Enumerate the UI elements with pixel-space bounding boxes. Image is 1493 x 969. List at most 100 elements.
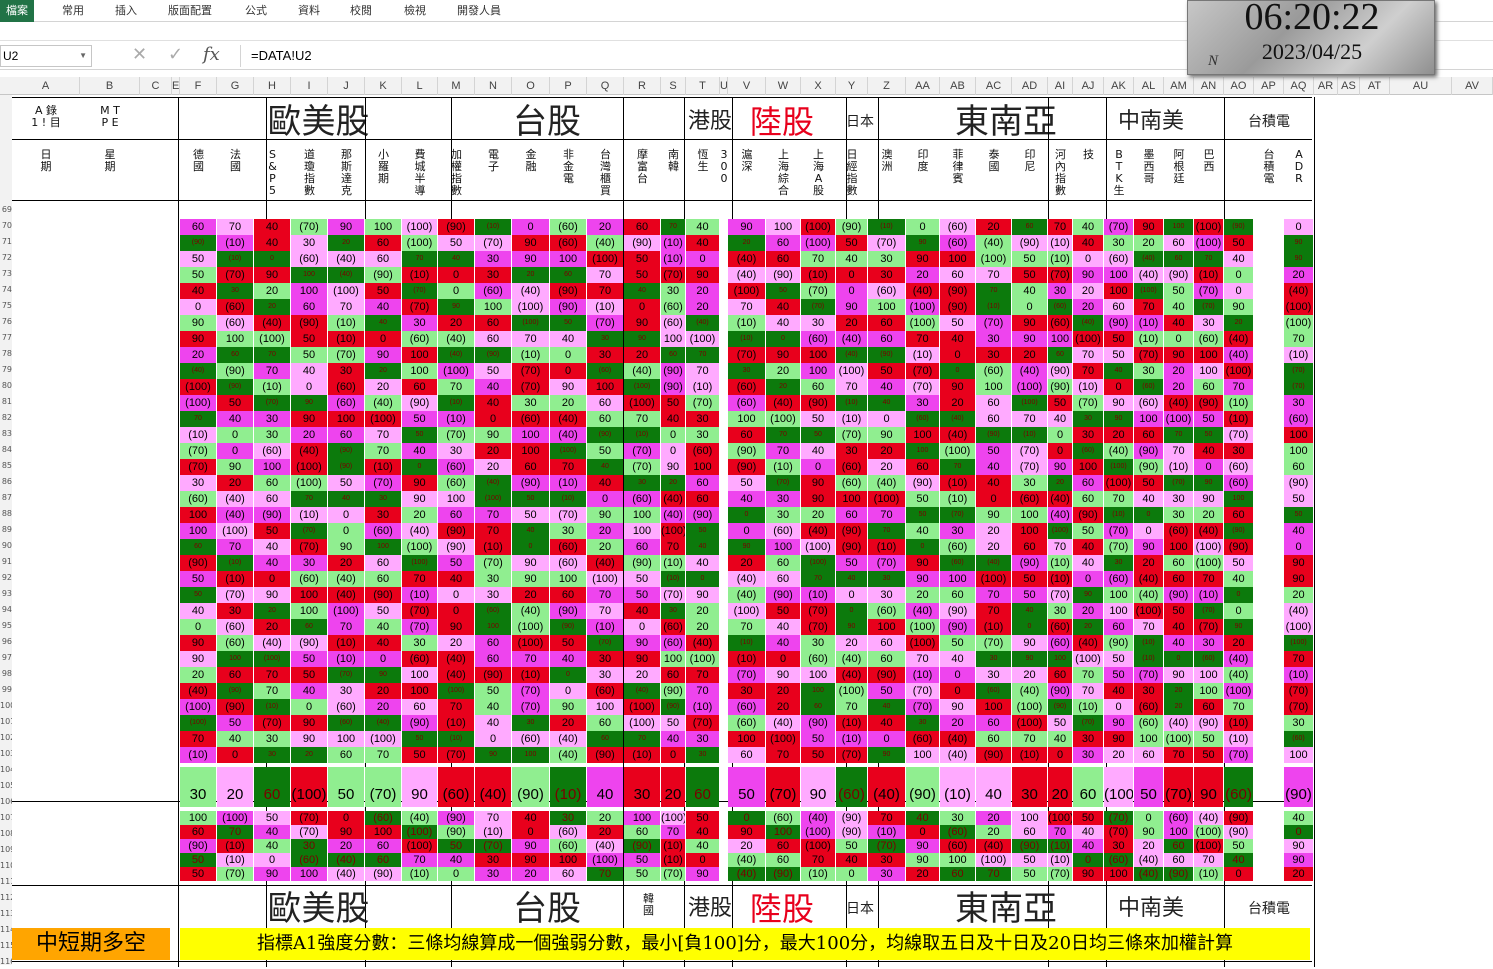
value-cell[interactable]: (10) (1012, 427, 1047, 443)
value-cell[interactable]: 100 (550, 251, 586, 267)
value-cell[interactable]: (60) (728, 715, 765, 731)
future-value-cell[interactable]: (10) (475, 825, 511, 839)
value-cell[interactable]: (90) (217, 379, 253, 395)
future-value-cell[interactable]: (100) (661, 811, 685, 825)
value-cell[interactable]: 90 (180, 635, 216, 651)
value-cell[interactable]: 90 (550, 379, 586, 395)
weekday-cell[interactable] (80, 283, 140, 299)
value-cell[interactable]: (10) (1194, 267, 1223, 283)
value-cell[interactable]: 70 (906, 651, 939, 667)
value-cell[interactable]: (40) (587, 555, 623, 571)
tab-file[interactable]: 檔案 (0, 0, 34, 22)
value-cell[interactable]: (40) (438, 651, 474, 667)
row-number[interactable]: 94 (1, 605, 12, 614)
value-cell[interactable]: 40 (254, 555, 290, 571)
index-cell[interactable] (140, 219, 170, 235)
value-cell[interactable]: 50 (1073, 523, 1103, 539)
value-cell[interactable]: 60 (365, 251, 401, 267)
future-value-cell[interactable]: 30 (550, 811, 586, 825)
future-value-cell[interactable]: 50 (624, 867, 660, 881)
value-cell[interactable]: (40) (766, 715, 800, 731)
value-cell[interactable]: (70) (868, 555, 905, 571)
value-cell[interactable]: (40) (836, 667, 867, 683)
value-cell[interactable]: (60) (1048, 635, 1072, 651)
value-cell[interactable]: 40 (587, 459, 623, 475)
future-value-cell[interactable]: 50 (1073, 811, 1103, 825)
today-weekday[interactable] (80, 767, 140, 807)
value-cell[interactable]: (90) (1194, 395, 1223, 411)
value-cell[interactable]: 30 (1134, 683, 1163, 699)
value-cell[interactable]: 40 (217, 731, 253, 747)
row-number[interactable]: 110 (0, 861, 12, 870)
value-cell[interactable]: (10) (1224, 395, 1253, 411)
value-cell[interactable]: (100) (1048, 523, 1072, 539)
value-cell[interactable]: (10) (365, 459, 401, 475)
value-cell[interactable]: 50 (180, 571, 216, 587)
value-cell[interactable]: 60 (550, 587, 586, 603)
value-cell[interactable]: 100 (1073, 459, 1103, 475)
value-cell[interactable]: (100) (1224, 363, 1253, 379)
value-cell[interactable]: (90) (365, 587, 401, 603)
value-cell[interactable]: 40 (365, 635, 401, 651)
value-cell[interactable]: 70 (906, 331, 939, 347)
future-value-cell[interactable]: (70) (661, 867, 685, 881)
value-cell[interactable]: 100 (940, 251, 975, 267)
value-cell[interactable]: 0 (728, 523, 765, 539)
value-cell[interactable]: 20 (766, 363, 800, 379)
weekday-cell[interactable] (80, 235, 140, 251)
value-cell[interactable]: 0 (180, 619, 216, 635)
value-cell[interactable]: (90) (550, 619, 586, 635)
value-cell[interactable]: (40) (217, 507, 253, 523)
value-cell[interactable]: 50 (475, 683, 511, 699)
value-cell[interactable]: 90 (1284, 555, 1313, 571)
future-value-cell[interactable]: (40) (328, 853, 364, 867)
value-cell[interactable]: 50 (836, 235, 867, 251)
col-header-J[interactable]: J (328, 77, 365, 95)
value-cell[interactable]: (90) (475, 667, 511, 683)
value-cell[interactable]: (70) (402, 619, 437, 635)
index-cell[interactable] (140, 635, 170, 651)
value-cell[interactable]: 70 (217, 539, 253, 555)
value-cell[interactable]: 60 (868, 331, 905, 347)
future-value-cell[interactable]: (70) (475, 839, 511, 853)
value-cell[interactable]: 60 (1104, 619, 1133, 635)
future-value-cell[interactable]: 40 (836, 853, 867, 867)
value-cell[interactable]: 0 (291, 379, 327, 395)
today-value-cell[interactable]: 40 (587, 767, 623, 807)
value-cell[interactable]: 50 (624, 267, 660, 283)
value-cell[interactable]: 0 (1048, 427, 1072, 443)
value-cell[interactable]: 30 (906, 715, 939, 731)
value-cell[interactable]: 100 (1104, 603, 1133, 619)
future-value-cell[interactable]: (100) (976, 853, 1011, 867)
value-cell[interactable]: 100 (180, 507, 216, 523)
value-cell[interactable]: 90 (402, 475, 437, 491)
weekday-cell[interactable] (80, 443, 140, 459)
value-cell[interactable]: 0 (254, 251, 290, 267)
col-header-N[interactable]: N (475, 77, 512, 95)
col-header-O[interactable]: O (512, 77, 550, 95)
value-cell[interactable]: (60) (1073, 443, 1103, 459)
value-cell[interactable]: 90 (624, 635, 660, 651)
future-value-cell[interactable]: (10) (217, 839, 253, 853)
value-cell[interactable]: 0 (550, 363, 586, 379)
value-cell[interactable]: 90 (254, 267, 290, 283)
value-cell[interactable]: (40) (365, 395, 401, 411)
value-cell[interactable]: 30 (906, 395, 939, 411)
value-cell[interactable]: 30 (1194, 315, 1223, 331)
future-value-cell[interactable]: 40 (906, 811, 939, 825)
row-number[interactable]: 101 (0, 717, 12, 726)
value-cell[interactable]: (90) (624, 235, 660, 251)
value-cell[interactable]: 70 (1134, 619, 1163, 635)
value-cell[interactable]: 50 (940, 315, 975, 331)
value-cell[interactable]: 60 (624, 219, 660, 235)
value-cell[interactable]: (10) (624, 747, 660, 763)
value-cell[interactable]: (100) (1194, 539, 1223, 555)
value-cell[interactable]: (70) (438, 747, 474, 763)
value-cell[interactable]: (10) (801, 267, 835, 283)
value-cell[interactable]: (10) (1048, 555, 1072, 571)
future-value-cell[interactable]: 50 (1224, 839, 1253, 853)
value-cell[interactable]: 90 (512, 555, 549, 571)
value-cell[interactable]: (40) (1134, 267, 1163, 283)
weekday-cell[interactable] (80, 203, 140, 219)
value-cell[interactable]: 30 (1073, 411, 1103, 427)
